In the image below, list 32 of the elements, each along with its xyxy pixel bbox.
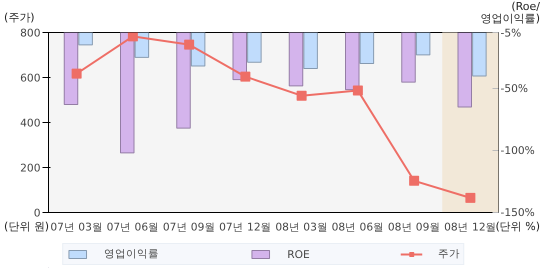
legend-label: 주가 xyxy=(438,247,460,261)
point xyxy=(409,176,420,186)
y-tick-label: 400 xyxy=(20,116,41,130)
legend-label: 영업이익률 xyxy=(104,247,160,261)
point xyxy=(352,86,363,96)
x-tick-label: 08년 06월 xyxy=(332,220,384,234)
point xyxy=(72,68,82,79)
x-tick-label: 07년 12월 xyxy=(219,220,272,234)
text: (단위 원) xyxy=(4,220,50,233)
legend-label: ROE xyxy=(287,248,310,260)
y2-axis-title: (Roe/영업이익률) xyxy=(480,0,540,25)
x-tick-label: 07년 09월 xyxy=(162,220,216,234)
y2-tick-label: -5% xyxy=(500,26,522,40)
point xyxy=(465,192,476,203)
y2-tick-label: -150% xyxy=(500,206,535,219)
y-tick-label: 0 xyxy=(34,206,41,220)
y-tick-label: 200 xyxy=(20,162,41,174)
y-tick-label: 600 xyxy=(20,72,41,84)
x-tick-label: 08년 12월 xyxy=(444,220,497,234)
y2-tick-label: -50% xyxy=(500,82,528,95)
y-tick-label: 800 xyxy=(20,26,41,40)
x-tick-label: 07년 06월 xyxy=(106,220,160,234)
point xyxy=(240,72,250,82)
point xyxy=(296,90,307,101)
x-tick-label: 08년 09월 xyxy=(388,220,440,234)
x-tick-label: 08년 03월 xyxy=(275,220,328,234)
y2-tick-label: -100% xyxy=(500,144,535,157)
point xyxy=(184,40,194,50)
point xyxy=(128,32,138,42)
text: (단위 %) xyxy=(495,220,540,233)
y-axis-title: (주가) xyxy=(4,11,35,24)
x-tick-label: 07년 03월 xyxy=(50,220,103,234)
